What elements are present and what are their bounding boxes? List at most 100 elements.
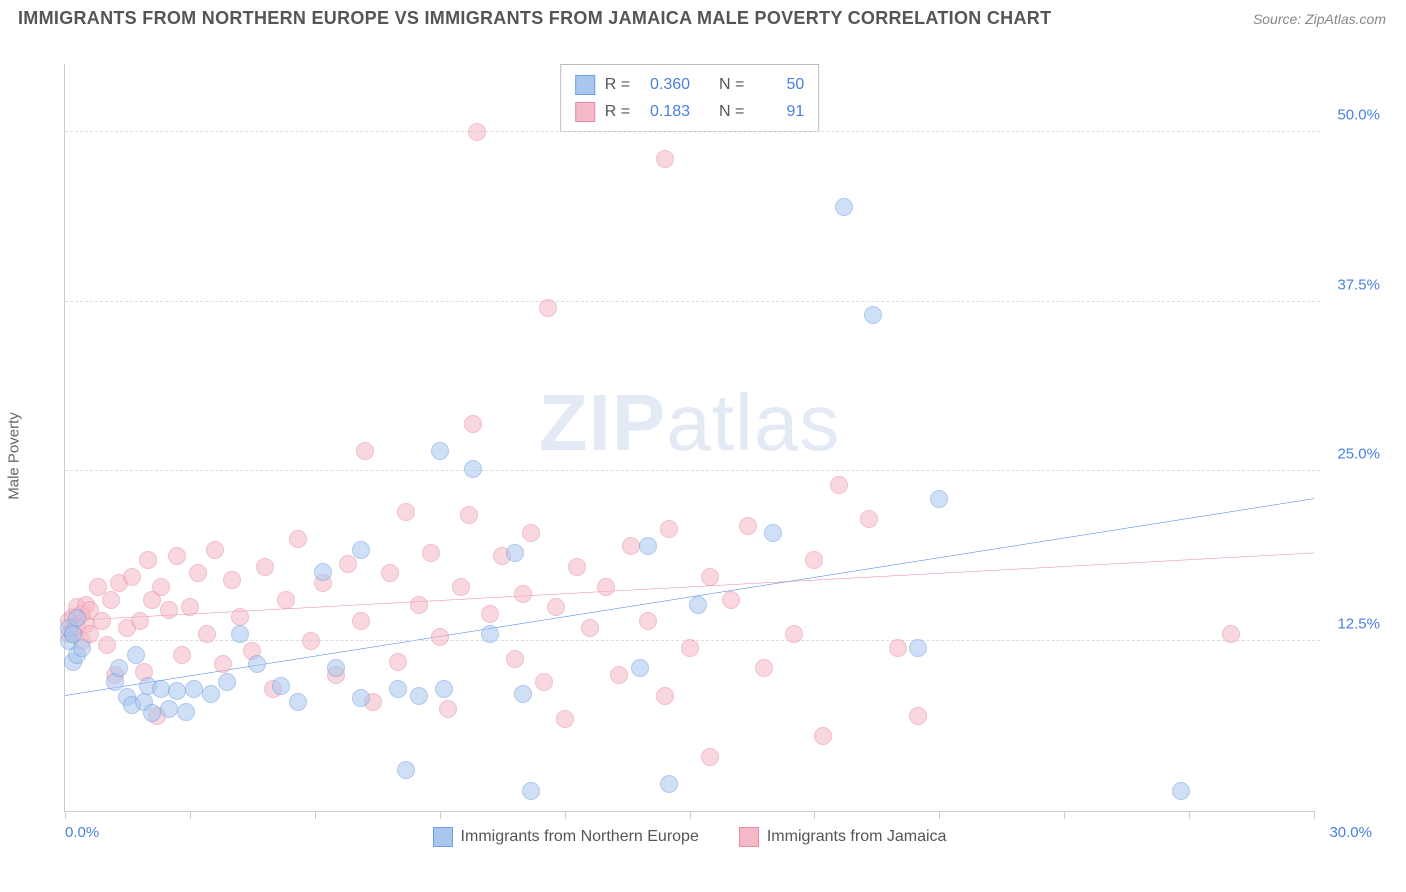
gridline [65, 131, 1320, 132]
scatter-point-jamaica [214, 655, 232, 673]
scatter-point-northern_europe [506, 544, 524, 562]
scatter-point-northern_europe [73, 639, 91, 657]
series-swatch-northern-europe [433, 827, 453, 847]
scatter-point-jamaica [1222, 625, 1240, 643]
plot-area: ZIPatlas R = 0.360 N = 50 R = 0.183 N = … [64, 64, 1314, 812]
watermark-light: atlas [666, 378, 840, 467]
scatter-point-jamaica [464, 415, 482, 433]
scatter-point-jamaica [568, 558, 586, 576]
scatter-point-northern_europe [68, 609, 86, 627]
scatter-point-jamaica [397, 503, 415, 521]
r-value: 0.360 [640, 71, 690, 98]
x-end-label: 30.0% [1329, 824, 1372, 841]
scatter-point-jamaica [681, 639, 699, 657]
scatter-point-northern_europe [397, 761, 415, 779]
r-label-text: R = [605, 71, 630, 98]
scatter-point-jamaica [168, 547, 186, 565]
scatter-point-jamaica [539, 299, 557, 317]
scatter-point-jamaica [547, 598, 565, 616]
n-value: 91 [754, 98, 804, 125]
x-tick [939, 811, 940, 819]
r-label-text: R = [605, 98, 630, 125]
scatter-point-jamaica [256, 558, 274, 576]
scatter-point-northern_europe [410, 687, 428, 705]
scatter-point-northern_europe [289, 693, 307, 711]
scatter-point-jamaica [152, 578, 170, 596]
x-tick [1189, 811, 1190, 819]
gridline [65, 470, 1320, 471]
scatter-point-jamaica [597, 578, 615, 596]
legend-label: Immigrants from Jamaica [767, 828, 947, 846]
scatter-point-jamaica [755, 659, 773, 677]
chart-title: IMMIGRANTS FROM NORTHERN EUROPE VS IMMIG… [18, 8, 1051, 29]
scatter-point-jamaica [660, 520, 678, 538]
scatter-point-jamaica [206, 541, 224, 559]
scatter-point-northern_europe [352, 689, 370, 707]
scatter-point-jamaica [389, 653, 407, 671]
scatter-point-jamaica [173, 646, 191, 664]
scatter-point-jamaica [522, 524, 540, 542]
x-tick [814, 811, 815, 819]
scatter-point-jamaica [139, 551, 157, 569]
scatter-point-jamaica [830, 476, 848, 494]
scatter-point-jamaica [468, 123, 486, 141]
x-tick [440, 811, 441, 819]
watermark-text: ZIPatlas [539, 377, 840, 469]
scatter-point-northern_europe [327, 659, 345, 677]
scatter-point-northern_europe [631, 659, 649, 677]
chart-container: Male Poverty ZIPatlas R = 0.360 N = 50 R… [18, 40, 1386, 872]
scatter-point-jamaica [198, 625, 216, 643]
scatter-point-northern_europe [352, 541, 370, 559]
scatter-point-jamaica [535, 673, 553, 691]
scatter-point-northern_europe [314, 563, 332, 581]
scatter-point-northern_europe [248, 655, 266, 673]
scatter-point-jamaica [860, 510, 878, 528]
scatter-point-jamaica [289, 530, 307, 548]
x-tick [1064, 811, 1065, 819]
scatter-point-jamaica [622, 537, 640, 555]
scatter-point-jamaica [439, 700, 457, 718]
scatter-point-northern_europe [218, 673, 236, 691]
gridline [65, 301, 1320, 302]
x-start-label: 0.0% [65, 824, 99, 841]
series-swatch-northern-europe [575, 75, 595, 95]
scatter-point-jamaica [639, 612, 657, 630]
n-label-text: N = [719, 71, 744, 98]
y-tick-label: 25.0% [1337, 446, 1380, 463]
scatter-point-northern_europe [835, 198, 853, 216]
scatter-point-northern_europe [764, 524, 782, 542]
scatter-point-jamaica [352, 612, 370, 630]
scatter-point-jamaica [722, 591, 740, 609]
scatter-point-jamaica [610, 666, 628, 684]
scatter-point-northern_europe [202, 685, 220, 703]
scatter-point-northern_europe [522, 782, 540, 800]
y-tick-label: 37.5% [1337, 276, 1380, 293]
scatter-point-jamaica [277, 591, 295, 609]
scatter-point-northern_europe [152, 680, 170, 698]
scatter-point-northern_europe [435, 680, 453, 698]
scatter-point-jamaica [514, 585, 532, 603]
stats-row: R = 0.183 N = 91 [575, 98, 805, 125]
x-tick [565, 811, 566, 819]
scatter-point-jamaica [452, 578, 470, 596]
scatter-point-northern_europe [909, 639, 927, 657]
scatter-point-northern_europe [639, 537, 657, 555]
scatter-point-northern_europe [514, 685, 532, 703]
scatter-point-jamaica [356, 442, 374, 460]
scatter-point-northern_europe [231, 625, 249, 643]
source-credit: Source: ZipAtlas.com [1253, 11, 1386, 27]
scatter-point-jamaica [422, 544, 440, 562]
n-label-text: N = [719, 98, 744, 125]
bottom-legend: Immigrants from Northern Europe Immigran… [65, 827, 1314, 847]
series-swatch-jamaica [739, 827, 759, 847]
y-tick-label: 50.0% [1337, 106, 1380, 123]
scatter-point-jamaica [909, 707, 927, 725]
scatter-point-jamaica [739, 517, 757, 535]
scatter-point-northern_europe [185, 680, 203, 698]
scatter-point-northern_europe [110, 659, 128, 677]
scatter-point-jamaica [460, 506, 478, 524]
scatter-point-northern_europe [689, 596, 707, 614]
y-tick-label: 12.5% [1337, 616, 1380, 633]
r-value: 0.183 [640, 98, 690, 125]
legend-item: Immigrants from Jamaica [739, 827, 947, 847]
